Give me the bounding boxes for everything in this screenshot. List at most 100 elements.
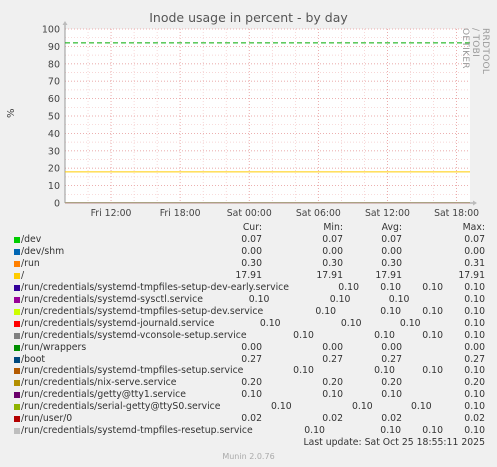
legend-series-name: /dev [21,234,42,245]
x-axis-arrow [473,200,477,206]
y-tick-label: 50 [48,112,60,123]
y-tick-label: 0 [54,199,60,210]
legend-value: 0.02 [381,413,402,425]
legend-value: 0.10 [293,329,314,341]
legend-value: 0.10 [322,389,343,401]
y-axis-label: % [6,108,17,118]
x-tick-label: Fri 18:00 [160,208,201,219]
legend-value: 0.10 [381,389,402,401]
x-tick-label: Sat 18:00 [434,208,479,219]
y-tick-label: 30 [48,146,60,157]
legend-series-name: /run/wrappers [21,341,87,353]
legend-series-name: / [21,269,25,281]
legend-value: 0.10 [304,425,325,437]
legend-value: 0.10 [464,281,485,293]
legend-value: 0.07 [464,234,485,245]
legend-value: 0.10 [374,329,395,341]
y-axis-arrow [62,21,68,25]
legend-swatch [14,320,20,327]
legend-value: 0.20 [464,377,485,389]
legend-value: 0.10 [464,317,485,329]
x-tick-label: Sat 06:00 [296,208,341,219]
legend-value: 17.91 [316,269,343,281]
legend-value: 17.91 [458,269,485,281]
x-tick-label: Fri 12:00 [91,208,132,219]
legend-value: 0.00 [381,341,402,353]
legend-value: 0.07 [322,234,343,245]
legend-series-name: /run/credentials/systemd-vconsole-setup.… [21,329,247,341]
legend-series-name: /run/user/0 [21,413,73,425]
legend-value: 0.10 [338,281,359,293]
legend-value: 0.10 [399,317,421,329]
legend-value: 0.27 [241,353,262,365]
legend-value: 0.10 [464,329,485,341]
legend-series-name: /run/credentials/systemd-sysctl.service [21,293,203,305]
legend-value: 0.00 [322,245,343,257]
legend-series-name: /run/credentials/systemd-journald.servic… [21,317,215,329]
x-tick-label: Sat 00:00 [227,208,272,219]
y-tick-label: 20 [48,164,60,175]
legend-value: 0.10 [315,305,337,317]
legend-value: 0.10 [241,389,262,401]
legend-value: 0.00 [381,245,402,257]
y-tick-label: 10 [48,181,60,192]
legend-value: 0.30 [322,257,343,269]
legend-swatch [14,428,20,435]
legend-value: 0.02 [464,413,485,425]
y-tick-label: 40 [48,129,60,140]
legend-value: 0.31 [464,257,485,269]
legend-swatch [14,272,20,279]
legend-value: 0.20 [381,377,402,389]
y-tick-label: 70 [48,77,60,88]
legend-value: 0.10 [422,329,443,341]
legend-swatch [14,356,20,363]
legend-column-header: Cur: [242,222,262,233]
legend-series-name: /run/credentials/systemd-tmpfiles-setup-… [21,281,289,293]
legend-swatch [14,368,20,375]
legend-value: 0.10 [388,293,410,305]
legend-value: 0.10 [380,425,401,437]
legend-series-name: /boot [21,353,46,365]
x-tick-label: Sat 12:00 [365,208,410,219]
legend-swatch [14,416,20,423]
legend-swatch [14,392,20,399]
legend-value: 0.10 [422,305,443,317]
legend-value: 0.00 [241,245,262,257]
legend-value: 0.27 [381,353,402,365]
rrdtool-credit: RRDTOOL / TOBI OETIKER [460,28,490,75]
chart-title: Inode usage in percent - by day [149,10,348,25]
legend-swatch [14,332,20,339]
legend-value: 0.30 [381,257,402,269]
legend-swatch [14,344,20,351]
legend-series-name: /run/credentials/nix-serve.service [21,377,177,389]
y-tick-label: 90 [48,42,60,53]
legend-value: 17.91 [375,269,402,281]
legend-series-name: /run/credentials/systemd-tmpfiles-resetu… [21,425,253,437]
legend-value: 0.00 [322,341,343,353]
legend-series-name: /run/credentials/systemd-tmpfiles-setup.… [21,365,244,377]
legend-value: 0.10 [380,281,401,293]
legend-value: 0.20 [241,377,262,389]
legend-swatch [14,284,20,291]
legend-value: 0.10 [270,401,292,413]
last-update: Last update: Sat Oct 25 18:55:11 2025 [303,437,485,448]
y-tick-label: 80 [48,59,60,70]
legend-swatch [14,308,20,315]
legend-value: 0.27 [322,353,343,365]
y-tick-label: 60 [48,94,60,105]
legend-value: 0.07 [381,234,402,245]
legend-swatch [14,404,20,411]
legend-series-name: /run/credentials/serial-getty@ttyS0.serv… [21,401,221,413]
legend-swatch [14,248,20,255]
legend-value: 0.10 [293,365,314,377]
legend-value: 0.10 [464,389,485,401]
legend-value: 0.10 [351,401,373,413]
legend-value: 0.10 [422,281,443,293]
legend-swatch [14,260,20,267]
legend-swatch [14,380,20,387]
legend-column-header: Max: [462,222,485,233]
legend-value: 0.10 [380,305,401,317]
legend-value: 0.10 [329,293,351,305]
legend-value: 0.27 [464,353,485,365]
legend-value: 0.20 [322,377,343,389]
